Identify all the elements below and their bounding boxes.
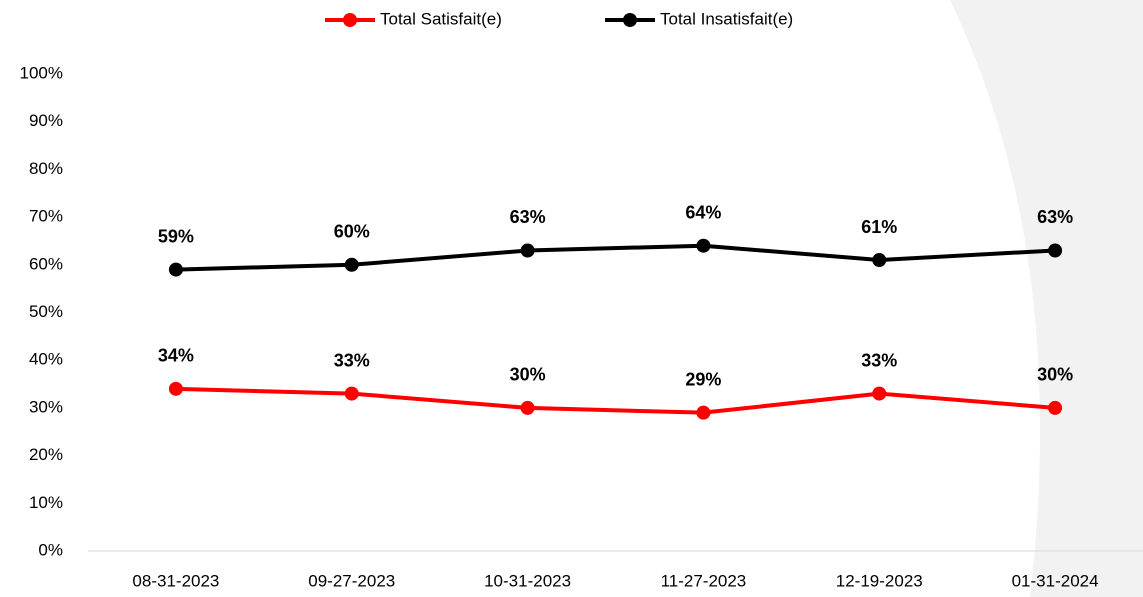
data-label: 63% xyxy=(1037,207,1073,227)
y-tick-label: 100% xyxy=(20,63,63,82)
data-label: 30% xyxy=(510,365,546,385)
legend-marker xyxy=(343,13,357,27)
y-tick-label: 40% xyxy=(29,350,63,369)
series-line xyxy=(175,243,1056,272)
data-point xyxy=(168,262,183,277)
background-shape xyxy=(950,0,1143,597)
y-tick-label: 0% xyxy=(38,540,63,559)
y-tick-label: 90% xyxy=(29,111,63,130)
data-label: 33% xyxy=(861,350,897,370)
data-point xyxy=(696,405,711,420)
data-label: 59% xyxy=(158,226,194,246)
data-point xyxy=(168,381,183,396)
data-label: 61% xyxy=(861,217,897,237)
data-point xyxy=(520,400,535,415)
data-point xyxy=(520,243,535,258)
y-tick-label: 10% xyxy=(29,493,63,512)
data-label: 60% xyxy=(334,222,370,242)
data-point xyxy=(872,253,887,268)
data-label: 34% xyxy=(158,346,194,366)
data-point xyxy=(1048,243,1063,258)
x-tick-label: 08-31-2023 xyxy=(132,571,219,590)
y-tick-label: 60% xyxy=(29,254,63,273)
legend-label: Total Insatisfait(e) xyxy=(660,9,793,28)
data-label: 64% xyxy=(685,202,721,222)
x-tick-label: 09-27-2023 xyxy=(308,571,395,590)
data-point xyxy=(1048,400,1063,415)
data-point xyxy=(696,238,711,253)
y-tick-label: 30% xyxy=(29,397,63,416)
y-tick-label: 20% xyxy=(29,445,63,464)
data-label: 30% xyxy=(1037,365,1073,385)
x-tick-label: 10-31-2023 xyxy=(484,571,571,590)
y-tick-label: 80% xyxy=(29,159,63,178)
series-line xyxy=(175,386,1056,415)
data-point xyxy=(872,386,887,401)
legend-marker xyxy=(623,13,637,27)
data-point xyxy=(344,386,359,401)
x-tick-label: 11-27-2023 xyxy=(661,571,747,590)
x-tick-label: 01-31-2024 xyxy=(1012,571,1099,590)
data-point xyxy=(344,257,359,272)
legend-label: Total Satisfait(e) xyxy=(380,9,502,28)
data-label: 33% xyxy=(334,350,370,370)
x-tick-label: 12-19-2023 xyxy=(836,571,923,590)
y-tick-label: 50% xyxy=(29,302,63,321)
data-label: 29% xyxy=(685,369,721,389)
y-tick-label: 70% xyxy=(29,207,63,226)
data-label: 63% xyxy=(510,207,546,227)
